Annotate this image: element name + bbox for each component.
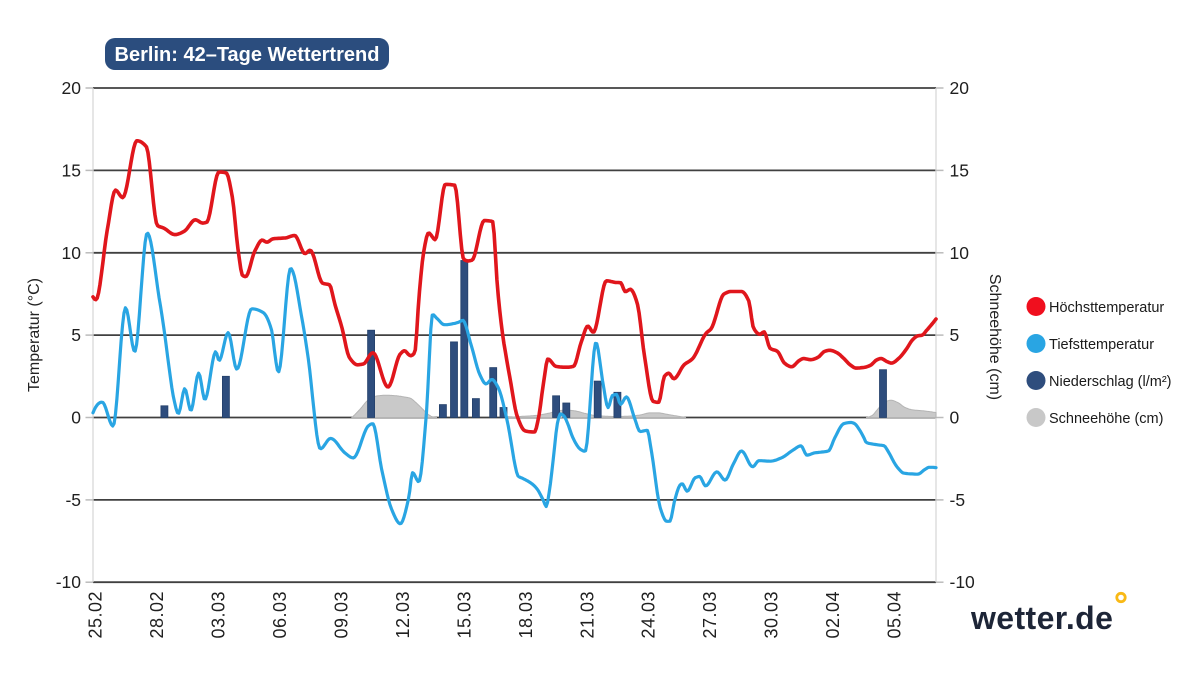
svg-text:Berlin: 42–Tage Wettertrend: Berlin: 42–Tage Wettertrend	[115, 44, 380, 66]
svg-text:15: 15	[62, 160, 81, 180]
svg-text:10: 10	[62, 243, 82, 263]
svg-text:-5: -5	[950, 490, 966, 510]
svg-text:Niederschlag (l/m²): Niederschlag (l/m²)	[1049, 374, 1171, 390]
svg-text:28.02: 28.02	[147, 591, 167, 639]
svg-text:-10: -10	[950, 572, 976, 592]
svg-text:25.02: 25.02	[86, 591, 106, 639]
svg-text:03.03: 03.03	[208, 591, 228, 639]
svg-text:0: 0	[950, 408, 960, 428]
svg-text:24.03: 24.03	[639, 591, 659, 639]
svg-text:18.03: 18.03	[516, 591, 536, 639]
svg-text:10: 10	[950, 243, 970, 263]
svg-text:30.03: 30.03	[762, 591, 782, 639]
svg-text:02.04: 02.04	[823, 591, 843, 639]
svg-text:5: 5	[950, 325, 960, 345]
svg-text:-10: -10	[56, 572, 82, 592]
svg-text:20: 20	[950, 78, 970, 98]
svg-text:27.03: 27.03	[700, 591, 720, 639]
svg-text:Schneehöhe (cm): Schneehöhe (cm)	[986, 274, 1003, 400]
svg-text:Tiefsttemperatur: Tiefsttemperatur	[1049, 337, 1154, 353]
svg-text:06.03: 06.03	[270, 591, 290, 639]
svg-text:21.03: 21.03	[577, 591, 597, 639]
svg-text:20: 20	[62, 78, 82, 98]
svg-text:5: 5	[71, 325, 81, 345]
svg-text:Schneehöhe (cm): Schneehöhe (cm)	[1049, 411, 1163, 427]
svg-text:Temperatur (°C): Temperatur (°C)	[26, 278, 43, 392]
svg-text:05.04: 05.04	[885, 591, 905, 639]
svg-text:09.03: 09.03	[331, 591, 351, 639]
svg-text:-5: -5	[65, 490, 81, 510]
svg-text:Höchsttemperatur: Höchsttemperatur	[1049, 300, 1164, 316]
svg-text:15.03: 15.03	[454, 591, 474, 639]
svg-text:12.03: 12.03	[393, 591, 413, 639]
svg-text:15: 15	[950, 160, 969, 180]
svg-text:wetter.de: wetter.de	[970, 600, 1113, 636]
svg-text:0: 0	[71, 408, 81, 428]
